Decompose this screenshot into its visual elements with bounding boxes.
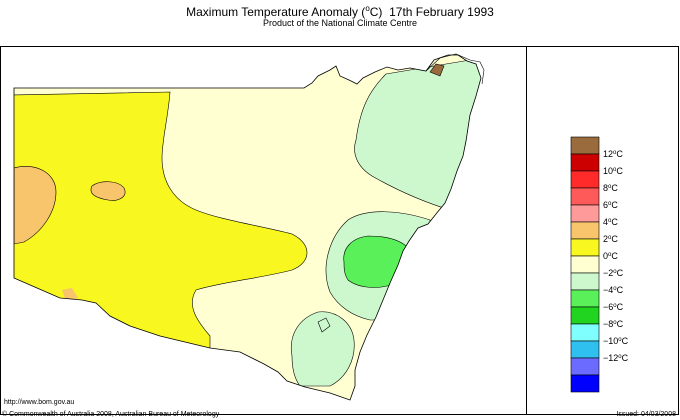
footer-copyright: © Commonwealth of Australia 2008, Austra… [2, 411, 220, 418]
legend-swatch [570, 153, 600, 172]
legend-swatch [570, 374, 600, 393]
legend-swatch [570, 238, 600, 257]
state-boundary [13, 54, 482, 401]
qld-border-notch [429, 63, 445, 77]
legend-label: 2oC [603, 234, 618, 244]
field-neg4-to-neg2 [343, 235, 412, 288]
act-outline [317, 317, 331, 333]
anomaly-fields [14, 55, 481, 400]
legend-label: −10oC [603, 336, 629, 346]
map-title: Maximum Temperature Anomaly (oC) 17th Fe… [0, 2, 680, 19]
legend-label: 6oC [603, 200, 618, 210]
legend-swatch [570, 289, 600, 308]
footer-issued: Issued: 04/03/2008 [616, 411, 676, 418]
field-2-to-4-west [14, 91, 308, 361]
legend-swatch [570, 187, 600, 206]
legend-swatch [570, 306, 600, 325]
title-date: 17th February 1993 [389, 5, 494, 19]
colour-legend: 12oC 10oC 8oC 6oC 4oC 2oC 0oC −2oC −4oC −6oC −8oC −… [570, 136, 629, 393]
title-unit: C) [369, 5, 383, 19]
field-4-to-6-west [14, 166, 57, 245]
legend-swatch [570, 170, 600, 189]
legend-label: 12oC [603, 149, 623, 159]
legend-label: 10oC [603, 166, 623, 176]
legend-swatch [570, 255, 600, 274]
title-prefix: Maximum Temperature Anomaly ( [186, 5, 366, 19]
legend-swatch [570, 272, 600, 291]
legend-swatch [570, 323, 600, 342]
legend-swatch [570, 221, 600, 240]
legend-label: −12oC [603, 353, 629, 363]
legend-swatch [570, 204, 600, 223]
legend-label: −6oC [603, 302, 624, 312]
qld-border-line [425, 53, 485, 85]
field-4-to-6-central [90, 181, 126, 201]
title-degree: o [365, 4, 370, 13]
legend-label: −4oC [603, 285, 624, 295]
map-subtitle: Product of the National Climate Centre [262, 18, 418, 28]
footer-url: http://www.bom.gov.au [4, 399, 75, 406]
legend-panel-border [526, 46, 679, 415]
legend-swatch [570, 340, 600, 359]
legend-label: 8oC [603, 183, 618, 193]
legend-label: −8oC [603, 319, 624, 329]
legend-swatch [570, 357, 600, 376]
legend-label: 4oC [603, 217, 618, 227]
legend-swatch [570, 136, 600, 155]
field-neg2-to-0-south [290, 311, 355, 387]
legend-label: 0oC [603, 251, 618, 261]
legend-label: −2oC [603, 268, 624, 278]
